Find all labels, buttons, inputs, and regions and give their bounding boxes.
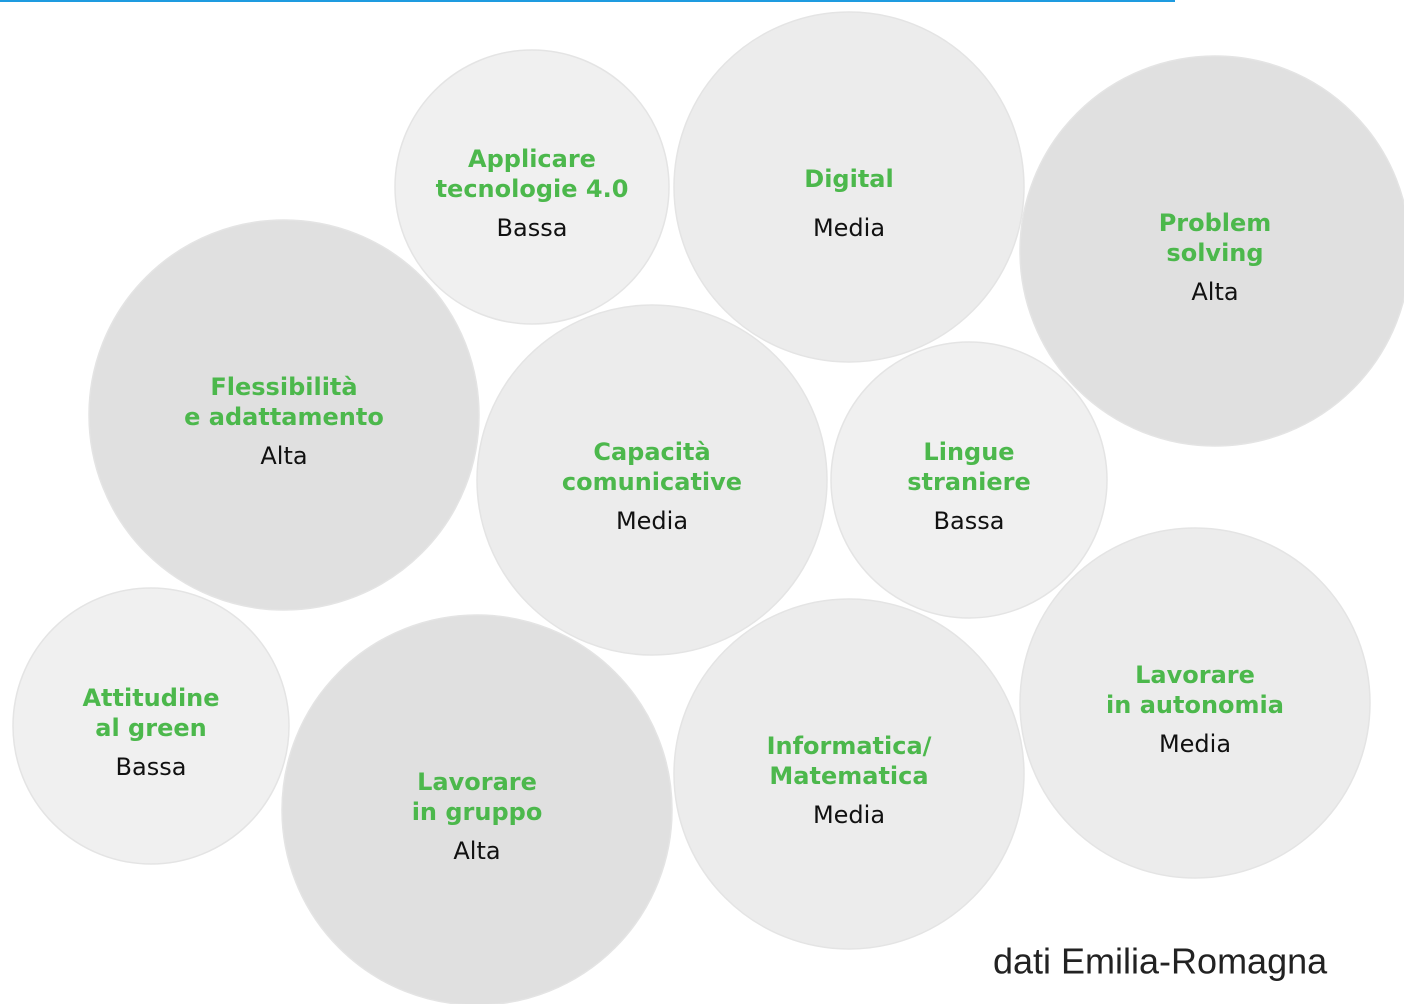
bubble-label: solving [1166, 239, 1263, 267]
bubble-level: Media [813, 214, 885, 242]
bubble-level: Bassa [116, 753, 187, 781]
bubble-label: Lavorare [417, 768, 537, 796]
bubble-label: Capacità [593, 438, 710, 466]
bubble-level: Media [1159, 730, 1231, 758]
bubble-label: comunicative [562, 468, 742, 496]
bubble-label: tecnologie 4.0 [436, 175, 629, 203]
bubble [1019, 55, 1404, 447]
bubble-label: Digital [804, 165, 893, 193]
bubble-label: Problem [1159, 209, 1272, 237]
bubble-level: Bassa [934, 507, 1005, 535]
bubble-label: Matematica [769, 762, 928, 790]
bubble [1019, 527, 1371, 879]
bubble-label: Informatica/ [767, 732, 932, 760]
bubble-label: Applicare [468, 145, 596, 173]
bubble-label: Attitudine [82, 684, 219, 712]
bubble [830, 341, 1108, 619]
bubble [673, 11, 1025, 363]
bubble-label: in gruppo [412, 798, 543, 826]
bubble [281, 614, 673, 1004]
bubble [673, 598, 1025, 950]
bubble-level: Bassa [497, 214, 568, 242]
bubble-label: Flessibilità [210, 373, 357, 401]
bubble [394, 49, 670, 325]
bubble [12, 587, 290, 865]
bubble-label: Lavorare [1135, 661, 1255, 689]
bubble-label: al green [95, 714, 206, 742]
footer: dati Emilia-Romagna [993, 941, 1328, 982]
bubble-label: Lingue [923, 438, 1014, 466]
bubble-label: e adattamento [184, 403, 384, 431]
bubble-level: Alta [260, 442, 307, 470]
bubble [88, 219, 480, 611]
bubble-level: Media [616, 507, 688, 535]
bubble-label: straniere [907, 468, 1031, 496]
bubble-level: Alta [453, 837, 500, 865]
bubble-level: Media [813, 801, 885, 829]
bubble-level: Alta [1191, 278, 1238, 306]
bubble-label: in autonomia [1106, 691, 1284, 719]
bubble [476, 304, 828, 656]
